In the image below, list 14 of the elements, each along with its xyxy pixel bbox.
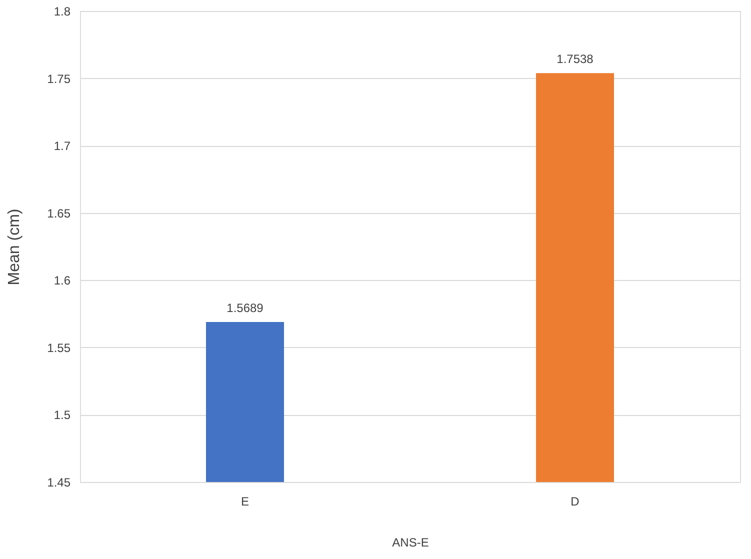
y-tick-label: 1.5 <box>54 408 71 422</box>
x-tick-label: E <box>240 494 250 508</box>
data-label: 1.5689 <box>226 300 264 315</box>
y-tick-label: 1.45 <box>47 476 71 490</box>
data-label: 1.7538 <box>556 52 594 66</box>
y-tick-label: 1.6 <box>54 274 71 288</box>
y-tick-label: 1.7 <box>54 139 71 154</box>
y-tick-label: 1.55 <box>47 340 71 355</box>
y-tick-label: 1.8 <box>54 4 71 18</box>
y-tick-label: 1.65 <box>47 206 71 220</box>
x-axis-title: ANS-E <box>392 536 429 550</box>
x-tick-label: D <box>570 494 580 508</box>
y-axis-title: Mean (cm) <box>6 208 24 286</box>
y-tick-label: 1.75 <box>47 72 71 86</box>
